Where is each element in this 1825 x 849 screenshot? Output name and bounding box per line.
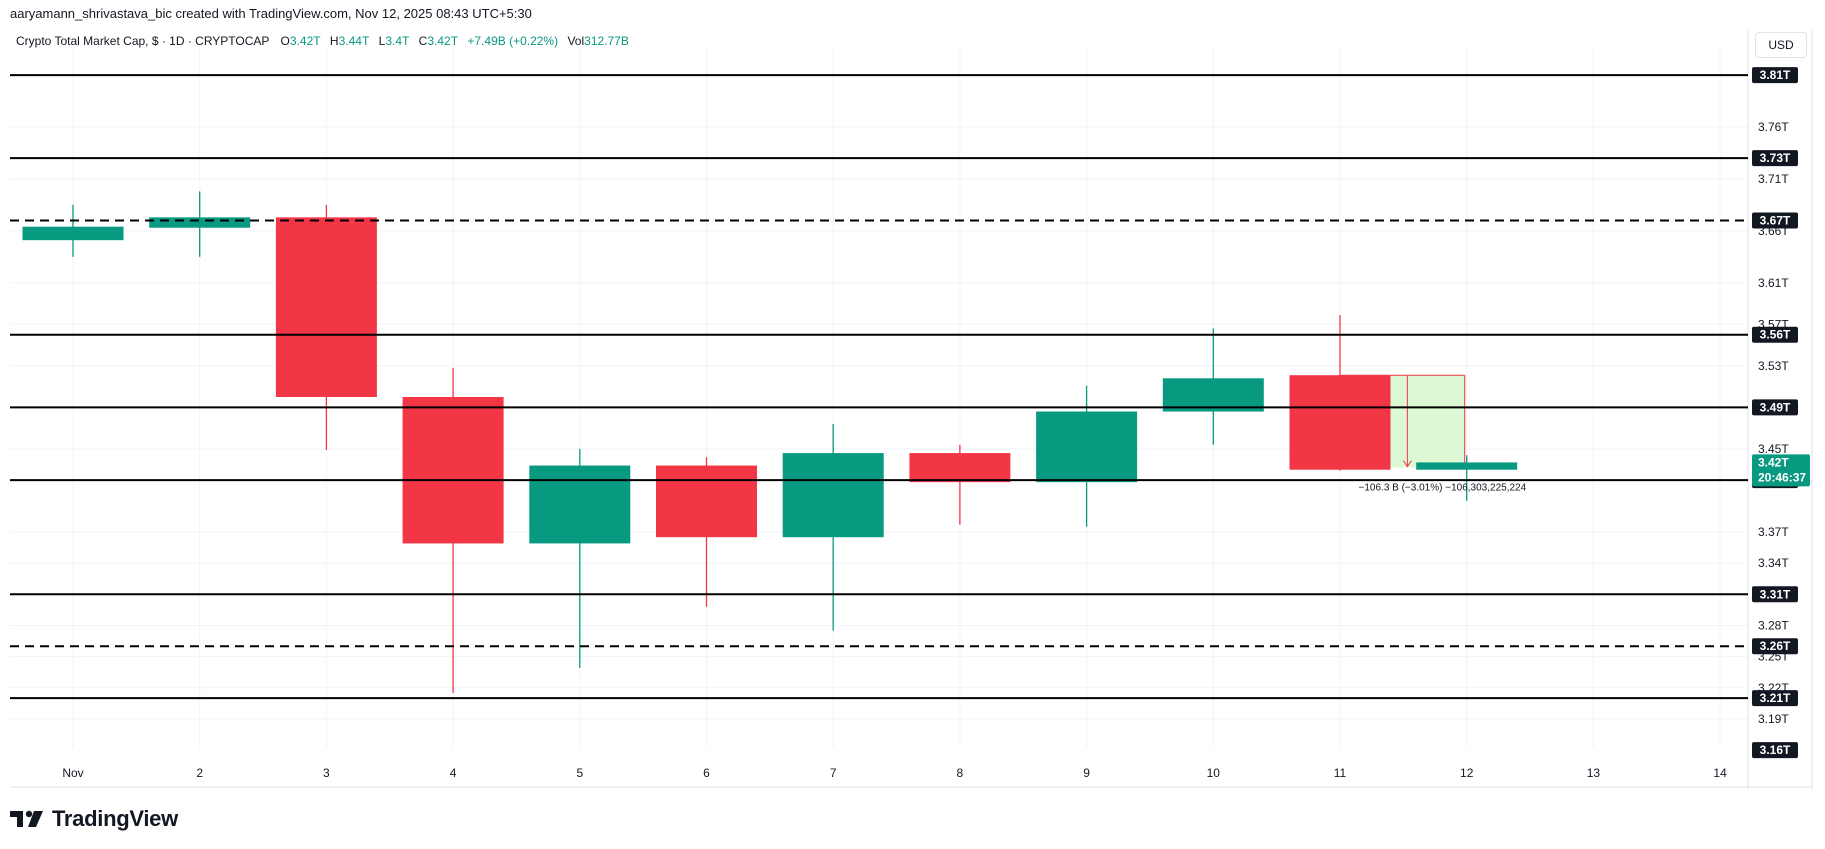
time-tick-label: 11 [1334,766,1347,780]
price-level-badge [1752,67,1798,84]
time-tick-label: 12 [1460,766,1474,780]
current-price-badge [1752,454,1810,487]
candle [1416,455,1518,501]
price-level-badge [1752,690,1798,707]
price-level-badge [1752,742,1798,759]
candle-body [402,397,504,544]
candle-body [22,226,124,241]
price-level-badge-label: 3.81T [1760,68,1791,82]
time-tick-label: 6 [703,766,710,780]
price-tick-label: 3.45T [1758,442,1789,456]
price-level-badge-label: 3.73T [1760,151,1791,165]
chart-frame [10,30,1813,790]
candle-body [275,217,377,397]
price-tick-label: 3.28T [1758,618,1789,632]
measure-label: −106.3 B (−3.01%) −106,303,225,224 [1359,483,1527,494]
tradingview-logo-text: TradingView [52,806,178,831]
price-chart[interactable]: −106.3 B (−3.01%) −106,303,225,224 3.81T… [0,0,1825,800]
time-tick-label: 8 [957,766,964,780]
time-tick-label: 10 [1207,766,1221,780]
price-axis[interactable]: 3.81T3.76T3.71T3.66T3.61T3.57T3.53T3.45T… [1752,67,1810,759]
time-tick-label: 9 [1083,766,1090,780]
chart-attribution: aaryamann_shrivastava_bic created with T… [10,6,532,21]
close-label: C [418,34,428,48]
candle [782,424,884,631]
price-tick-label: 3.53T [1758,359,1789,373]
price-level-badge [1752,586,1798,603]
candle-body [149,217,251,228]
candle [529,448,631,669]
time-tick-label: Nov [62,766,83,780]
price-level-badge-label: 3.67T [1760,213,1791,227]
volume-label: Vol [567,34,585,48]
current-price-label: 3.42T [1758,455,1789,469]
grid [10,46,1748,748]
time-tick-label: 14 [1713,766,1727,780]
candle [275,204,377,450]
currency-button[interactable]: USD [1755,32,1807,58]
price-tick-label: 3.34T [1758,556,1789,570]
time-tick-label: 2 [196,766,203,780]
time-tick-label: 4 [450,766,457,780]
candle [22,204,124,257]
price-level-badge-label: 3.21T [1760,691,1791,705]
volume-value: 312.77B [584,34,629,48]
price-level-badge [1752,638,1798,655]
candle [656,457,757,607]
candle-body [1289,375,1391,470]
price-level-badge-label: 3.26T [1760,639,1791,653]
low-label: L [378,34,386,48]
time-tick-label: 7 [830,766,837,780]
price-level-badge [1752,326,1798,343]
measure-arrow-head [1402,460,1412,468]
time-tick-label: 3 [323,766,330,780]
price-level-badge [1752,150,1798,167]
candles: −106.3 B (−3.01%) −106,303,225,224 [22,191,1527,693]
candle [149,191,251,257]
candle [1289,314,1391,471]
time-tick-label: 5 [576,766,583,780]
high-value: 3.44T [338,34,370,48]
price-level-badge-label: 3.49T [1760,400,1791,414]
tradingview-logo-icon [10,810,43,827]
close-value: 3.42T [427,34,459,48]
price-tick-label: 3.37T [1758,525,1789,539]
time-axis[interactable]: Nov 2 3 4 5 6 7 8 9 10 11 12 13 14 [62,766,1727,780]
candle [1036,385,1138,527]
change-value: +7.49B (+0.22%) [467,34,559,48]
candle-body [1036,411,1138,483]
price-tick-label: 3.76T [1758,120,1789,134]
price-tick-label: 3.19T [1758,712,1789,726]
horizontal-lines [10,74,1748,700]
high-label: H [329,34,339,48]
time-tick-label: 13 [1587,766,1601,780]
candle-body [529,465,631,544]
price-level-badge-label: 3.31T [1760,587,1791,601]
candle-body [656,465,757,538]
candle [909,444,1011,525]
tradingview-logo[interactable]: TradingView [10,806,178,832]
candle-body [1162,378,1264,412]
price-level-badge-label: 3.16T [1760,743,1791,757]
price-level-badge [1752,212,1798,229]
price-tick-label: 3.61T [1758,276,1789,290]
candle-body [782,453,884,538]
price-level-badge [1752,399,1798,416]
symbol-legend: Crypto Total Market Cap, $ · 1D · CRYPTO… [16,34,635,48]
symbol-title: Crypto Total Market Cap, $ · 1D · CRYPTO… [16,34,270,48]
price-tick-label: 3.71T [1758,172,1789,186]
candle-body [1416,462,1518,470]
open-value: 3.42T [289,34,321,48]
low-value: 3.4T [385,34,410,48]
candle-body [909,453,1011,483]
open-label: O [280,34,290,48]
bar-countdown-label: 20:46:37 [1758,470,1806,484]
candle [1162,328,1264,445]
price-level-badge-label: 3.56T [1760,328,1791,342]
candle [402,367,504,693]
